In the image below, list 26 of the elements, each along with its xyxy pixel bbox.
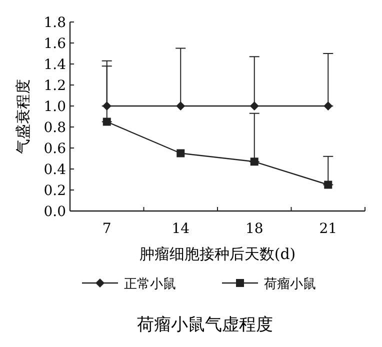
x-tick-label: 21 [319,221,338,237]
point [102,118,111,126]
x-tick-label: 18 [245,221,264,237]
y-tick-label: 1.8 [44,15,66,31]
point [250,102,259,110]
y-tick-label: 0.2 [44,183,66,199]
point [176,102,186,110]
y-tick-label: 0.6 [44,141,66,157]
point [324,102,333,110]
x-tick-label: 7 [102,221,112,237]
y-tick-label: 1.4 [44,57,66,73]
x-axis-title: 肿瘤细胞接种后天数(d) [139,245,296,263]
y-tick-label: 1.2 [44,78,66,94]
y-tick-label: 0.8 [44,120,66,136]
y-tick-label: 0.0 [44,204,66,220]
point [324,180,332,189]
y-axis-title: 气盛衰程度 [14,79,32,154]
x-tick-label: 14 [172,221,190,237]
text: 荷瘤小鼠气虚程度 [137,315,273,335]
y-tick-label: 0.4 [44,162,66,178]
legend-label: 荷瘤小鼠 [264,276,316,292]
point [176,149,185,158]
point [250,158,258,166]
legend-label: 正常小鼠 [124,277,176,292]
y-tick-label: 1.6 [44,36,66,52]
y-tick-label: 1.0 [44,99,66,115]
